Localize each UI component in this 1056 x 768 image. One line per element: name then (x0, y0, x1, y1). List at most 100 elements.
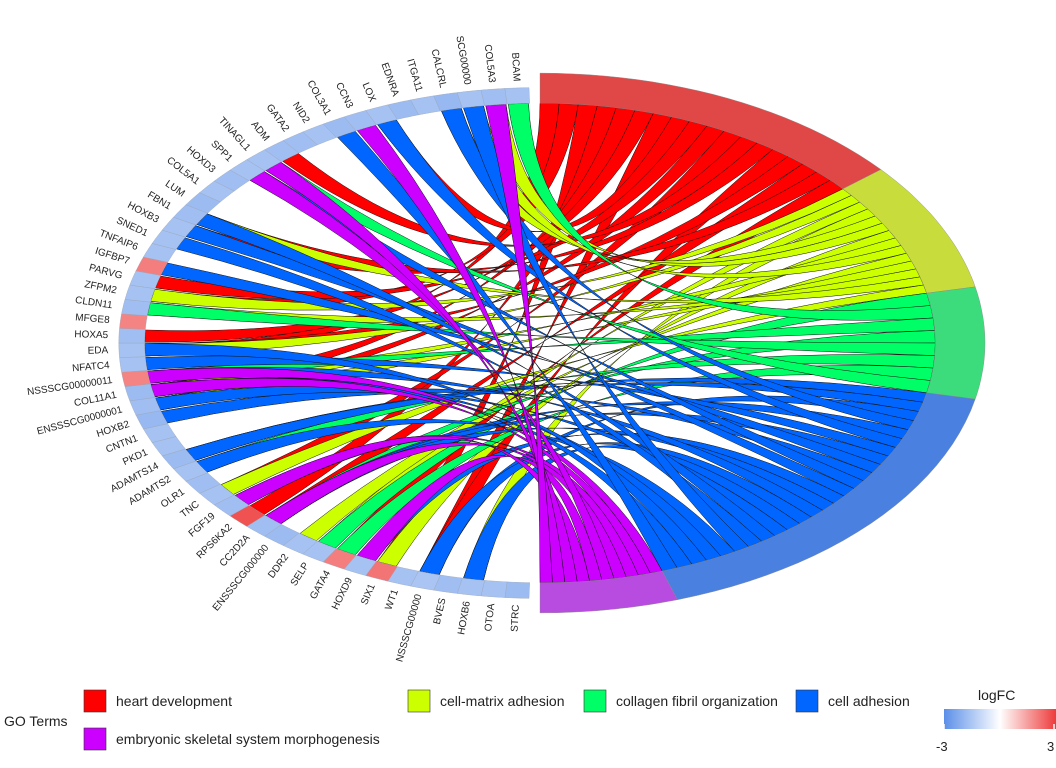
gene-tile-tnc (199, 483, 235, 506)
ribbon (299, 252, 912, 541)
gene-label: CALCRL (429, 48, 449, 89)
gene-tile-igfbp7 (135, 256, 169, 276)
gene-label: OTOA (483, 602, 497, 632)
gene-tile-fbn1 (173, 204, 209, 226)
gene-tile-nfatc4 (119, 356, 148, 373)
gene-label: LOX (360, 81, 378, 104)
gene-tile-adamts2 (173, 460, 209, 482)
gene-tile-adamts14 (161, 448, 197, 470)
gene-label: SCG00000 (453, 35, 472, 86)
colorbar-max-label: 3 (1047, 739, 1054, 754)
gene-tile-strc (504, 581, 530, 599)
gene-label: NSSSCG00000 (394, 593, 424, 664)
gene-tile-calcrl (433, 92, 463, 112)
gene-label: CLDN11 (74, 295, 113, 311)
gene-label: NID2 (290, 100, 312, 125)
gene-tile-otoa (480, 580, 508, 598)
gene-tile-itga11 (410, 95, 441, 116)
gene-label: COL5A3 (482, 44, 497, 84)
gene-label: ADM (249, 119, 272, 143)
gene-label: GATA2 (264, 102, 292, 134)
gene-tile-tnfaip6 (143, 243, 177, 263)
legend: GO Terms heart development cell-matrix ad… (4, 689, 910, 751)
gene-tile-parvg (129, 270, 162, 289)
gene-tile-ednra (387, 99, 419, 120)
gene-tile-fgf19 (213, 494, 250, 517)
gene-label: STRC (509, 604, 521, 632)
gene-label: SPP1 (208, 139, 234, 165)
gene-tile-gata2 (282, 131, 318, 154)
gene-label: BCAM (509, 52, 522, 81)
gene-tile-cldn11 (121, 299, 151, 316)
gene-tile-eda (118, 342, 146, 358)
term-band-cell-adhesion (661, 392, 976, 600)
gene-tile-adm (264, 140, 300, 162)
gene-label: TNC (179, 499, 202, 520)
gene-label: MFGE8 (75, 312, 111, 326)
gene-label: DDR2 (266, 552, 291, 581)
gene-label: HOXA5 (74, 329, 109, 341)
gene-label: LUM (163, 179, 187, 200)
legend-label: cell adhesion (828, 693, 910, 709)
legend-swatch (83, 727, 107, 751)
gene-tile-sned1 (151, 229, 186, 250)
gene-label: ITGA11 (404, 58, 424, 94)
gene-tile-pkd1 (151, 436, 186, 457)
legend-label: embryonic skeletal system morphogenesis (116, 731, 380, 747)
gene-tile-bcam (504, 87, 530, 105)
colorbar-min-label: -3 (936, 739, 948, 754)
gene-tile-enssscg0000001 (129, 397, 162, 416)
gene-tile-col11a1 (124, 383, 156, 402)
legend-label: collagen fibril organization (616, 693, 778, 709)
gene-tile-lox (365, 104, 398, 126)
gene-tile-bves (433, 574, 463, 594)
gene-tile-nssscg00000011 (121, 370, 151, 387)
gene-tile-lum (185, 192, 221, 214)
ribbon (220, 284, 927, 495)
gene-tile-six1 (365, 560, 398, 582)
ribbons-layer (144, 103, 936, 583)
gene-tile-enssscg000000 (264, 524, 300, 546)
gene-tile-hoxa5 (118, 328, 146, 344)
gene-tile-ddr2 (282, 532, 318, 555)
legend-swatch (83, 689, 107, 713)
term-band-embryonic-skeletal-system-morphogenesis (539, 570, 678, 614)
gene-tile-col5a3 (480, 88, 508, 106)
gene-label: PARVG (88, 262, 124, 281)
legend-label: cell-matrix adhesion (440, 693, 565, 709)
term-band-heart-development (539, 72, 882, 190)
gene-label: EDNRA (379, 61, 401, 98)
gene-label: GATA4 (308, 568, 333, 601)
gene-tile-tinagl1 (246, 149, 282, 172)
gene-label: HOXB6 (456, 600, 473, 636)
gene-tile-wt1 (387, 566, 419, 587)
gene-tile-hoxb6 (456, 577, 485, 597)
gene-tile-cntn1 (143, 423, 177, 443)
term-band-cell-matrix-adhesion (842, 169, 976, 294)
gene-label: ZFPM2 (83, 279, 118, 296)
gene-tile-hoxd9 (343, 554, 377, 576)
gene-tiles-layer (118, 87, 530, 599)
colorbar-title: logFC (978, 687, 1015, 703)
term-bands-layer (539, 72, 986, 614)
gene-tile-scg00000 (456, 89, 485, 109)
gene-tile-selp (302, 540, 337, 563)
gene-tile-mfge8 (119, 313, 148, 330)
gene-label: ENSSSCG000000 (211, 542, 272, 613)
gene-tile-hoxb2 (135, 410, 169, 430)
gene-tile-zfpm2 (124, 284, 156, 303)
legend-label: heart development (116, 693, 232, 709)
gene-tile-col3a1 (322, 116, 357, 138)
logfc-colorbar: logFC -3 3 (936, 687, 1056, 754)
legend-swatch (583, 689, 607, 713)
gene-tile-col5a1 (199, 180, 235, 203)
gene-label: CCN3 (333, 81, 355, 111)
gene-label: NFATC4 (72, 360, 111, 374)
gene-tile-nssscg00000 (410, 570, 441, 591)
gene-label: EDA (87, 345, 108, 357)
colorbar-gradient (944, 709, 1056, 729)
gene-label: HOXD9 (330, 576, 355, 612)
legend-title: GO Terms (4, 713, 68, 729)
